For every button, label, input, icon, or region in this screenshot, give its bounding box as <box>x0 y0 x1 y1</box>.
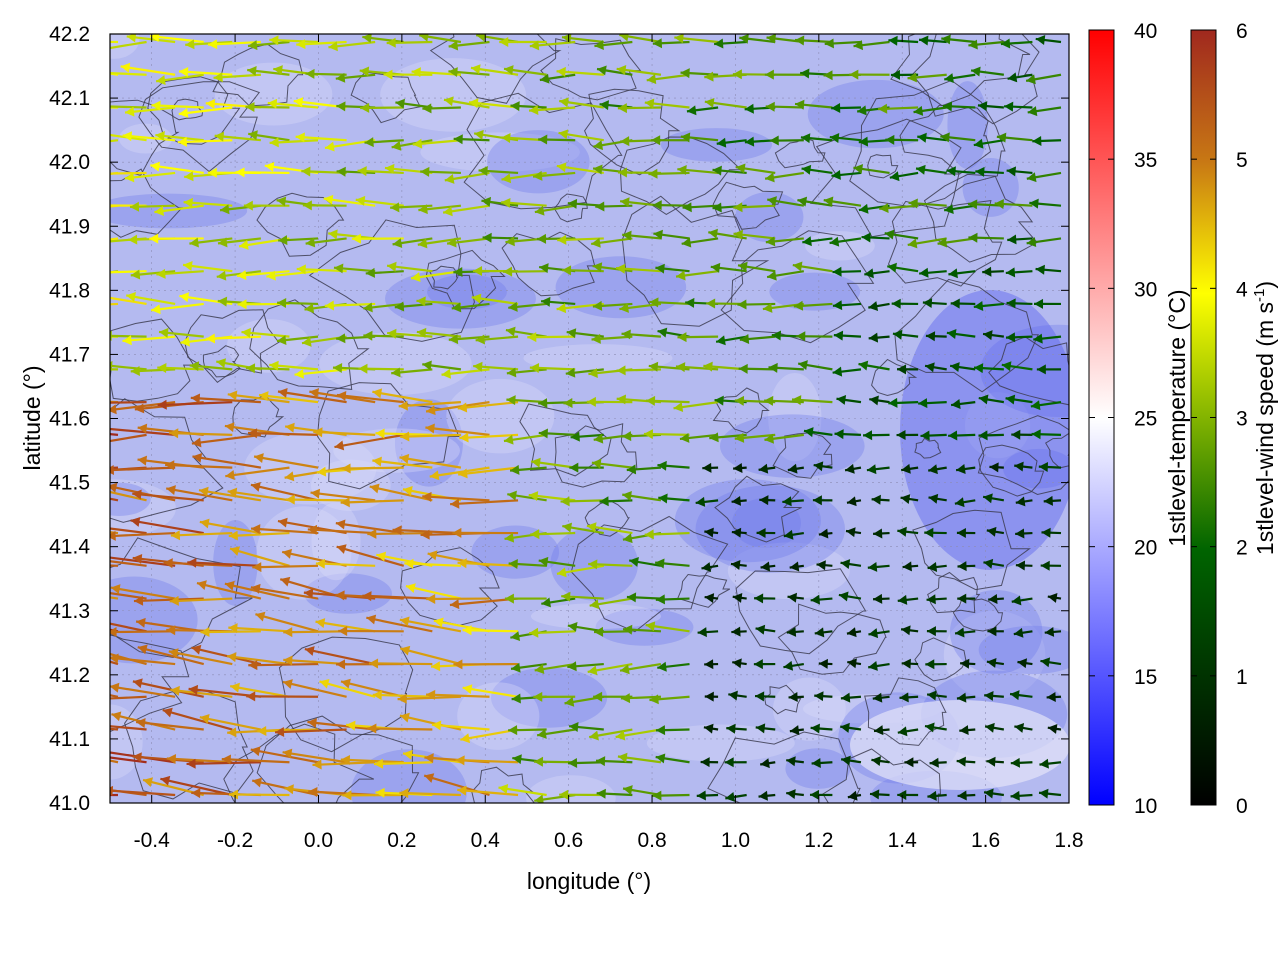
colorbar-tick-label: 40 <box>1134 20 1157 43</box>
y-tick-label: 41.8 <box>49 279 90 302</box>
y-tick-label: 41.2 <box>49 664 90 687</box>
wind-vector <box>48 558 118 568</box>
colorbar-tick-label: 35 <box>1134 149 1157 172</box>
wind-speed-colorbar-label: 1stlevel-wind speed (m s-1) <box>1251 281 1278 555</box>
colorbar-tick-label: 25 <box>1134 408 1157 431</box>
colorbar-tick-label: 20 <box>1134 537 1157 560</box>
plot-area <box>25 3 1135 842</box>
y-tick-label: 41.4 <box>49 536 90 559</box>
wind-vector <box>60 301 118 311</box>
temperature-patch <box>446 379 554 454</box>
colorbar-tick-label: 3 <box>1236 408 1248 431</box>
colorbar-tick-label: 4 <box>1236 278 1248 301</box>
temperature-colorbar: 10 15 20 25 30 35 40 1stlevel-temperature (°C) <box>1089 20 1190 818</box>
temperature-colorbar-label: 1stlevel-temperature (°C) <box>1164 289 1190 546</box>
colorbar-tick-label: 5 <box>1236 149 1248 172</box>
colorbar-tick-label: 15 <box>1134 666 1157 689</box>
x-tick-label: 0.2 <box>387 829 416 852</box>
y-tick-label: 41.6 <box>49 408 90 431</box>
x-tick-label: 1.6 <box>971 829 1000 852</box>
y-tick-label: 42.1 <box>49 87 90 110</box>
wind-vector <box>49 642 118 665</box>
x-tick-label: 0.0 <box>304 829 333 852</box>
colorbar-tick-label: 0 <box>1236 795 1248 818</box>
x-tick-label: 0.8 <box>637 829 666 852</box>
wind-speed-colorbar: 0 1 2 3 4 5 6 1stlevel-wind speed (m s-1) <box>1191 20 1278 818</box>
y-tick-label: 41.0 <box>49 792 90 815</box>
y-tick-label: 41.5 <box>49 472 90 495</box>
x-tick-label: 0.6 <box>554 829 583 852</box>
x-tick-label: -0.2 <box>217 829 253 852</box>
wind-vector <box>54 395 118 405</box>
y-axis-label: latitude (°) <box>19 365 45 470</box>
x-tick-label: 1.4 <box>888 829 918 852</box>
y-tick-label: 42.2 <box>49 23 90 46</box>
colorbar-tick-label: 6 <box>1236 20 1248 43</box>
y-tick-label: 41.1 <box>49 728 90 751</box>
wind-vector <box>54 522 118 533</box>
temperature-patch <box>661 128 772 162</box>
x-axis-label: longitude (°) <box>527 868 651 894</box>
y-tick-label: 41.9 <box>49 215 90 238</box>
y-tick-label: 41.7 <box>49 343 90 366</box>
temperature-patch <box>385 269 536 329</box>
colorbar-tick-label: 1 <box>1236 666 1248 689</box>
x-tick-label: 1.8 <box>1054 829 1083 852</box>
y-tick-label: 42.0 <box>49 151 90 174</box>
x-tick-label: 1.0 <box>721 829 750 852</box>
temperature-patch <box>963 158 1019 217</box>
temperature-patch <box>850 700 1070 790</box>
x-tick-label: 0.4 <box>471 829 501 852</box>
colorbar-tick-label: 2 <box>1236 537 1248 560</box>
temperature-patch <box>947 81 987 169</box>
colorbar-tick-label: 30 <box>1134 278 1157 301</box>
colorbar-tick-label: 10 <box>1134 795 1157 818</box>
x-tick-label: -0.4 <box>134 829 171 852</box>
wind-vector <box>55 586 118 599</box>
y-tick-label: 41.3 <box>49 600 90 623</box>
x-tick-label: 1.2 <box>804 829 833 852</box>
